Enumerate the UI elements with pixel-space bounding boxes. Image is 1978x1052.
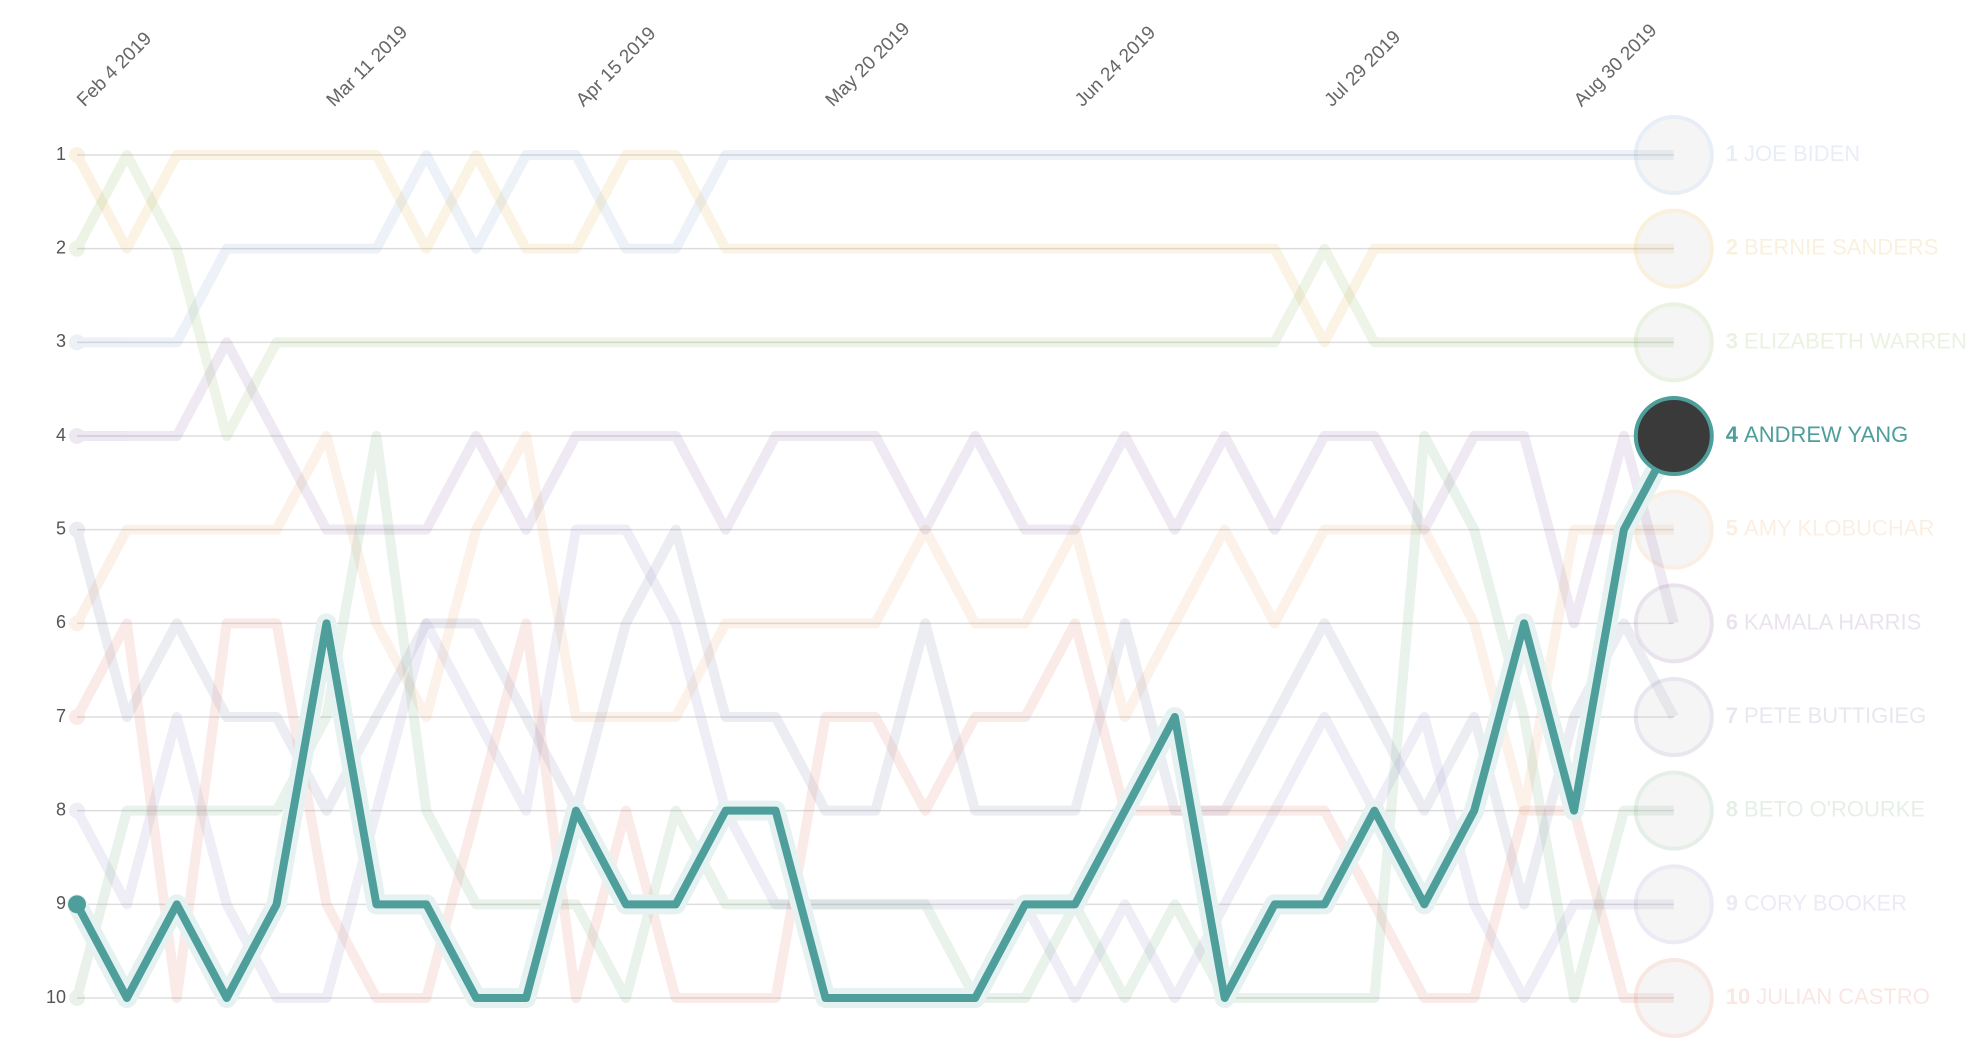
x-tick-label: Feb 4 2019 — [73, 28, 156, 111]
line — [72, 431, 1674, 1003]
avatar — [1633, 677, 1714, 757]
start-dot — [69, 240, 85, 257]
rank: 7 — [1726, 703, 1738, 728]
rank: 5 — [1726, 515, 1738, 540]
series-label: 3 ELIZABETH WARREN — [1726, 328, 1967, 353]
end-label: 3 ELIZABETH WARREN — [1633, 302, 1967, 383]
start-dot — [69, 615, 85, 632]
name: BERNIE SANDERS — [1744, 234, 1938, 259]
y-tick-label: 6 — [56, 612, 66, 632]
series-label: 1 JOE BIDEN — [1726, 141, 1860, 166]
name: AMY KLOBUCHAR — [1744, 515, 1934, 540]
avatar — [1633, 208, 1714, 289]
name: CORY BOOKER — [1744, 890, 1907, 915]
y-tick-label: 9 — [56, 893, 66, 913]
series — [69, 337, 1679, 629]
end-label: 9 CORY BOOKER — [1633, 864, 1907, 945]
series — [69, 150, 1674, 441]
avatar — [1633, 302, 1714, 383]
series — [69, 521, 1679, 910]
line — [72, 150, 1674, 348]
series-label: 7 PETE BUTTIGIEG — [1726, 703, 1926, 728]
name: KAMALA HARRIS — [1744, 609, 1921, 634]
name: JOE BIDEN — [1744, 141, 1860, 166]
line — [77, 337, 1679, 629]
series-label: 5 AMY KLOBUCHAR — [1726, 515, 1935, 540]
name: PETE BUTTIGIEG — [1744, 703, 1926, 728]
series — [69, 431, 1674, 816]
avatar — [1633, 958, 1714, 1038]
series — [67, 426, 1684, 1008]
rank: 8 — [1726, 796, 1738, 821]
rank: 2 — [1726, 234, 1738, 259]
series — [69, 147, 1674, 348]
rank: 3 — [1726, 328, 1738, 353]
y-tick-label: 8 — [56, 799, 66, 819]
series — [69, 150, 1674, 351]
x-tick-label: May 20 2019 — [822, 19, 915, 112]
start-dot — [69, 147, 85, 163]
start-dot — [69, 709, 85, 725]
avatar — [1633, 489, 1714, 570]
end-label: 10 JULIAN CASTRO — [1633, 958, 1930, 1038]
y-tick-label: 3 — [56, 331, 66, 351]
start-dot — [69, 334, 85, 351]
x-tick-label: Apr 15 2019 — [572, 23, 660, 111]
line — [72, 524, 1674, 1003]
rank: 10 — [1726, 984, 1750, 1009]
start-dot — [69, 990, 85, 1006]
series-label: 10 JULIAN CASTRO — [1726, 984, 1930, 1009]
y-tick-label: 2 — [56, 237, 66, 257]
series — [69, 431, 1674, 1006]
start-dot — [69, 428, 85, 444]
series-label: 9 CORY BOOKER — [1726, 890, 1907, 915]
rank: 1 — [1726, 141, 1738, 166]
y-tick-label: 1 — [56, 144, 66, 164]
rank: 4 — [1726, 422, 1739, 447]
line — [72, 150, 1674, 441]
y-tick-label: 4 — [56, 425, 66, 445]
series-label: 8 BETO O'ROURKE — [1726, 796, 1925, 821]
end-label: 2 BERNIE SANDERS — [1633, 208, 1939, 289]
end-label: 8 BETO O'ROURKE — [1633, 770, 1925, 851]
end-label: 6 KAMALA HARRIS — [1633, 583, 1922, 664]
end-label: 1 JOE BIDEN — [1633, 115, 1860, 195]
name: ELIZABETH WARREN — [1744, 328, 1967, 353]
line — [73, 434, 1678, 1002]
series-label: 2 BERNIE SANDERS — [1726, 234, 1939, 259]
start-dot — [69, 521, 85, 538]
avatar — [1633, 115, 1714, 195]
name: ANDREW YANG — [1744, 422, 1908, 447]
series-label: 4 ANDREW YANG — [1726, 422, 1908, 447]
x-tick-label: Mar 11 2019 — [323, 22, 412, 111]
series — [69, 618, 1674, 1003]
rank: 6 — [1726, 609, 1738, 634]
y-tick-label: 7 — [56, 706, 66, 726]
avatar — [1633, 864, 1714, 945]
series — [69, 524, 1674, 1003]
line — [72, 618, 1674, 1003]
x-tick-label: Jun 24 2019 — [1071, 22, 1160, 111]
y-tick-label: 5 — [56, 518, 66, 538]
start-dot — [68, 895, 86, 914]
x-tick-label: Jul 29 2019 — [1321, 27, 1405, 111]
line — [72, 431, 1674, 816]
rank: 9 — [1726, 890, 1738, 915]
start-dot — [69, 802, 85, 819]
name: JULIAN CASTRO — [1756, 984, 1930, 1009]
avatar — [1633, 583, 1714, 664]
series-label: 6 KAMALA HARRIS — [1726, 609, 1922, 634]
line — [72, 524, 1679, 910]
x-tick-label: Aug 30 2019 — [1570, 20, 1661, 111]
avatar — [1633, 770, 1714, 851]
line — [77, 150, 1674, 348]
end-label: 5 AMY KLOBUCHAR — [1633, 489, 1935, 570]
y-tick-label: 10 — [46, 987, 66, 1007]
avatar — [1633, 396, 1714, 476]
end-label: 4 ANDREW YANG — [1633, 396, 1908, 476]
name: BETO O'ROURKE — [1744, 796, 1925, 821]
end-label: 7 PETE BUTTIGIEG — [1633, 677, 1926, 757]
